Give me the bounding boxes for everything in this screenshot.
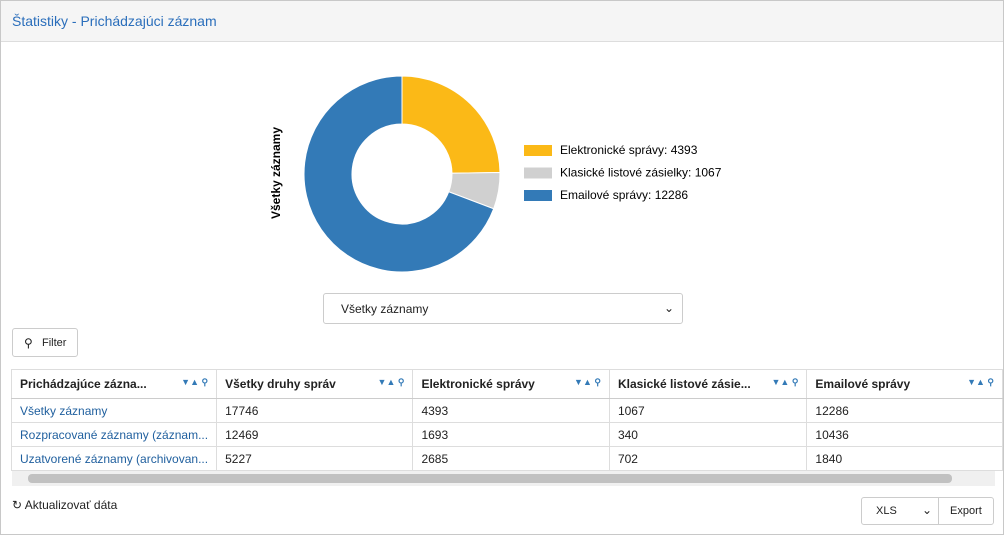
column-header[interactable]: ▼▲ ⚲ Všetky druhy správ bbox=[216, 369, 414, 399]
format-value: XLS bbox=[876, 505, 897, 517]
table-cell: 5227 bbox=[216, 446, 414, 471]
table-cell: 1067 bbox=[608, 398, 808, 423]
dropdown[interactable]: Všetky záznamy ⌄ bbox=[323, 293, 683, 324]
table-row: Rozpracované záznamy (záznam... 12469 1693… bbox=[10, 422, 1003, 447]
filter-label: Filter bbox=[42, 337, 67, 349]
filter-button[interactable]: ⚲ Filter bbox=[12, 328, 78, 357]
sort-icons: ▼▲ ⚲ bbox=[967, 377, 994, 387]
data-table: ▼▲ ⚲ Prichádzajúce zázna... ▼▲ ⚲ Všetky dru… bbox=[10, 369, 1003, 471]
table-row: Všetky záznamy 17746 4393 1067 12286 bbox=[10, 398, 1003, 423]
sort-icons: ▼▲ ⚲ bbox=[377, 377, 405, 387]
refresh-label: Aktualizovať dáta bbox=[24, 498, 118, 512]
legend-swatch bbox=[524, 190, 552, 201]
table-cell: 1693 bbox=[412, 422, 610, 447]
panel-title: Štatistiky - Prichádzajúci záznam bbox=[12, 13, 217, 29]
panel-header: Štatistiky - Prichádzajúci záznam bbox=[1, 1, 1003, 42]
chart: Všetky záznamy Elektronické správy: 4393… bbox=[269, 75, 722, 273]
legend-label: Elektronické správy: 4393 bbox=[560, 143, 698, 157]
table-cell[interactable]: Všetky záznamy bbox=[10, 398, 218, 423]
column-header[interactable]: ▼▲ ⚲ Klasické listové zásie... bbox=[608, 369, 808, 399]
legend-label: Emailové správy: 12286 bbox=[560, 188, 688, 202]
legend-swatch bbox=[524, 145, 552, 156]
table-cell: 2685 bbox=[412, 446, 610, 471]
format-select[interactable]: XLS ⌄ bbox=[861, 497, 939, 525]
table-cell: 4393 bbox=[412, 398, 610, 423]
column-title: Elektronické správy bbox=[421, 377, 535, 391]
y-label: Všetky záznamy bbox=[269, 127, 283, 219]
column-header[interactable]: ▼▲ ⚲ Emailové správy bbox=[806, 369, 1003, 399]
table-cell: 340 bbox=[608, 422, 808, 447]
refresh-link[interactable]: ↻ Aktualizovať dáta bbox=[12, 498, 118, 512]
table-cell: 17746 bbox=[216, 398, 414, 423]
dropdown-value: Všetky záznamy bbox=[341, 302, 429, 316]
column-title: Všetky druhy správ bbox=[225, 377, 336, 391]
pie-slice bbox=[401, 75, 501, 174]
export-label: Export bbox=[950, 505, 982, 517]
table-cell: 1840 bbox=[806, 446, 1003, 471]
column-header[interactable]: ▼▲ ⚲ Prichádzajúce zázna... bbox=[10, 369, 218, 399]
dropdown-arrow: ⌄ bbox=[663, 301, 674, 315]
table-cell: 12469 bbox=[216, 422, 414, 447]
sort-icons: ▼▲ ⚲ bbox=[181, 377, 209, 387]
table-cell: 12286 bbox=[806, 398, 1003, 423]
table-cell[interactable]: Rozpracované záznamy (záznam... bbox=[10, 422, 218, 447]
table-row: Uzatvorené záznamy (archivovan... 5227 268… bbox=[10, 446, 1003, 471]
table-cell: 10436 bbox=[806, 422, 1003, 447]
scroll-thumb[interactable] bbox=[28, 474, 952, 483]
pie-slice bbox=[303, 75, 495, 273]
format-arrow: ⌄ bbox=[921, 503, 932, 517]
export-button[interactable]: Export bbox=[938, 497, 994, 525]
header-row: ▼▲ ⚲ Prichádzajúce zázna... ▼▲ ⚲ Všetky dru… bbox=[10, 369, 1003, 399]
sort-icons: ▼▲ ⚲ bbox=[771, 377, 799, 387]
scrollbar[interactable] bbox=[12, 471, 995, 486]
column-header[interactable]: ▼▲ ⚲ Elektronické správy bbox=[412, 369, 610, 399]
sort-icons: ▼▲ ⚲ bbox=[574, 377, 601, 387]
column-title: Prichádzajúce zázna... bbox=[20, 377, 147, 391]
column-title: Klasické listové zásie... bbox=[617, 377, 751, 391]
table-cell[interactable]: Uzatvorené záznamy (archivovan... bbox=[10, 446, 218, 471]
legend-swatch bbox=[524, 167, 552, 179]
legend-label: Klasické listové zásielky: 1067 bbox=[560, 166, 722, 180]
table-cell: 702 bbox=[608, 446, 808, 471]
column-title: Emailové správy bbox=[815, 377, 911, 391]
filter-icon: ⚲ bbox=[24, 336, 33, 350]
